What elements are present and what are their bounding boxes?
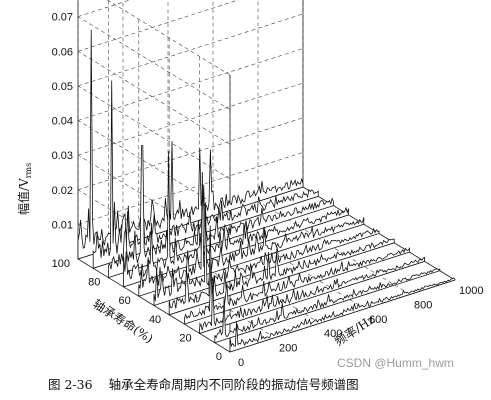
grid-line-back-wall — [77, 0, 131, 17]
grid-line-left-wall — [77, 120, 231, 214]
y-tick-label: 40 — [149, 314, 161, 326]
x-tick-label: 0 — [238, 357, 244, 369]
spectrum-trace-life-40 — [168, 225, 395, 316]
y-tick-label: 80 — [88, 277, 100, 289]
z-tick-label: 0.06 — [52, 46, 73, 58]
z-tick-label: 0.07 — [52, 12, 73, 24]
y-tick-label: 0 — [216, 351, 222, 363]
z-tick-label: 0.03 — [52, 150, 73, 162]
spectrum-trace-life-30 — [184, 247, 410, 325]
z-axis-title: 幅值/Vrms — [16, 163, 33, 215]
grid-line-back-wall — [77, 152, 304, 225]
grid-line-back-wall — [77, 117, 304, 191]
z-tick-label: 0.04 — [52, 116, 73, 128]
y-tick-label: 100 — [52, 258, 70, 270]
y-tick-label: 60 — [119, 295, 131, 307]
spectrum-trace-life-80 — [108, 144, 334, 279]
z-tick-label: 0.05 — [52, 81, 73, 93]
z-tick-label: 0.02 — [52, 185, 73, 197]
z-tick-label: 0.01 — [52, 219, 73, 231]
spectrum-trace-life-70 — [123, 151, 349, 288]
x-tick-label: 400 — [324, 328, 342, 340]
grid-line-left-wall — [106, 0, 231, 76]
x-tick-label: 600 — [369, 314, 387, 326]
grid-line-back-wall — [77, 0, 240, 52]
y-tick-label: 20 — [179, 332, 191, 344]
x-tick-label: 1000 — [459, 285, 483, 297]
grid-line-back-wall — [77, 82, 304, 156]
grid-line-back-wall — [77, 13, 304, 87]
x-tick-label: 200 — [279, 343, 297, 355]
grid-line-left-wall — [77, 51, 231, 145]
spectrum-trace-life-10 — [214, 268, 441, 344]
x-tick-label: 800 — [414, 299, 432, 311]
spectrum-traces — [77, 29, 456, 353]
axis-ticks: 0.010.020.030.040.050.060.070.0802040608… — [52, 12, 484, 369]
watermark: CSDN @Humm_hwm — [337, 356, 454, 370]
spectrum-trace-life-0 — [229, 277, 456, 353]
grid-line-left-wall — [77, 85, 231, 180]
grid-line-left-wall — [77, 16, 231, 110]
spectrum-trace-life-20 — [199, 256, 425, 334]
figure-caption: 图 2-36 轴承全寿命周期内不同阶段的振动信号频谱图 — [48, 377, 359, 392]
grid-line-back-wall — [77, 48, 304, 121]
